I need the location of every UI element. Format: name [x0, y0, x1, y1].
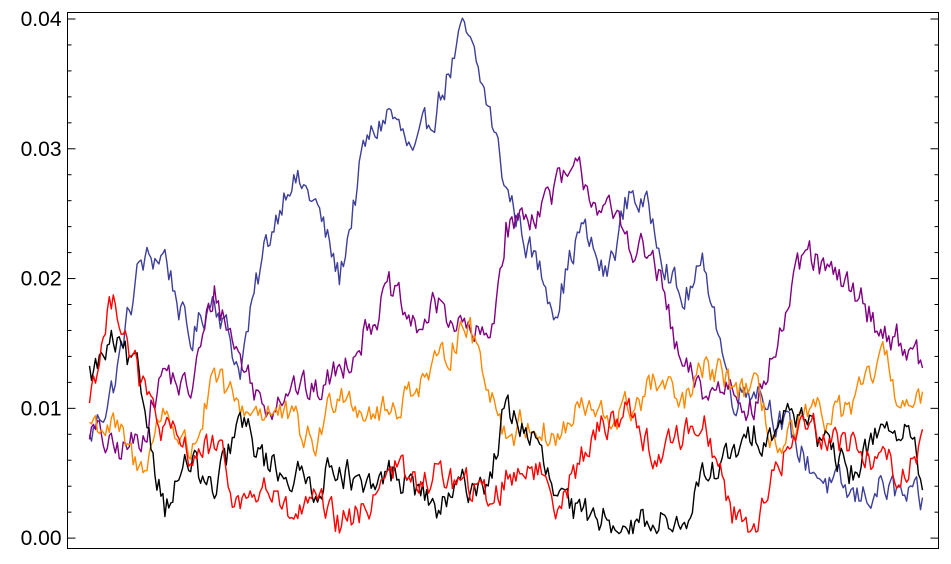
series-line [88, 294, 924, 534]
series-layer [88, 17, 924, 535]
y-tick-label: 0.00 [21, 527, 62, 550]
y-tick-label: 0.01 [21, 397, 62, 420]
y-axis: 0.00 0.01 0.02 0.03 0.04 [21, 8, 939, 550]
y-tick-label: 0.02 [21, 268, 62, 291]
series-line [88, 329, 924, 535]
y-tick-label: 0.03 [21, 138, 62, 161]
series-line [88, 156, 924, 460]
plot-frame [67, 12, 939, 549]
series-line [88, 17, 924, 511]
y-tick-label: 0.04 [21, 8, 62, 31]
series-line [89, 316, 924, 474]
